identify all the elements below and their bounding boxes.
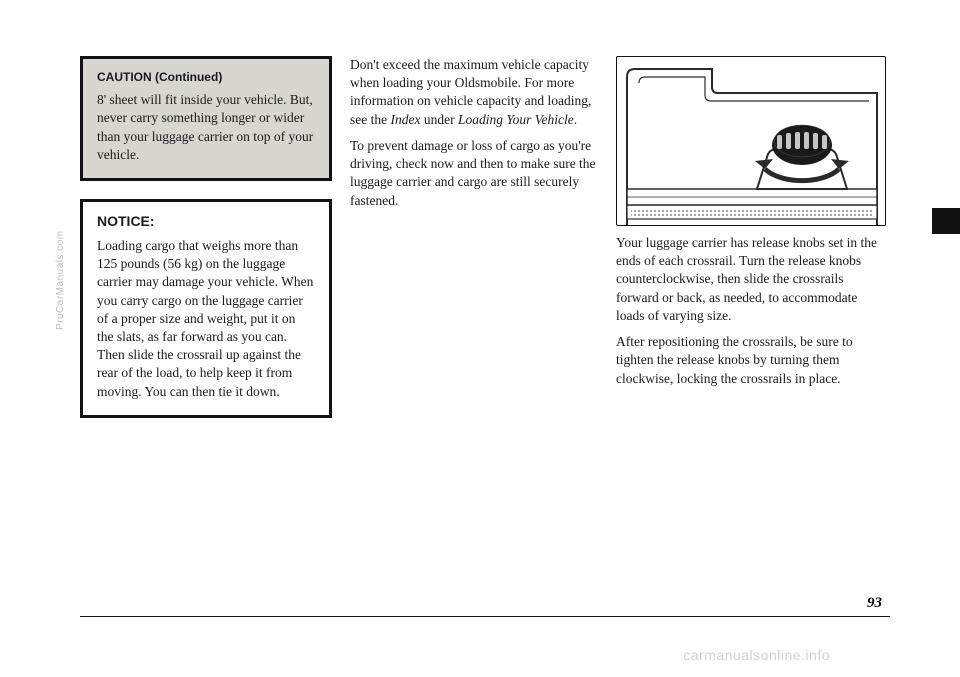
col2-para-1: Don't exceed the maximum vehicle capacit… [350, 56, 598, 129]
column-1: CAUTION (Continued) 8' sheet will fit in… [80, 56, 332, 616]
thumb-tab [932, 208, 960, 234]
watermark: ProCarManuals.com [55, 230, 66, 330]
col3-para-2: After repositioning the crossrails, be s… [616, 333, 886, 388]
footer-source: carmanualsonline.info [683, 647, 830, 663]
col2-p1e: . [574, 112, 577, 127]
col2-p1d: Loading Your Vehicle [458, 112, 574, 127]
notice-title: NOTICE: [97, 212, 315, 231]
caution-box: CAUTION (Continued) 8' sheet will fit in… [80, 56, 332, 181]
col2-p1b: Index [390, 112, 420, 127]
notice-box: NOTICE: Loading cargo that weighs more t… [80, 199, 332, 418]
column-2: Don't exceed the maximum vehicle capacit… [350, 56, 598, 616]
col2-p1c: under [420, 112, 458, 127]
footer-rule [80, 616, 890, 618]
col2-para-2: To prevent damage or loss of cargo as yo… [350, 137, 598, 210]
caution-body: 8' sheet will fit inside your vehicle. B… [97, 91, 315, 164]
col3-para-1: Your luggage carrier has release knobs s… [616, 234, 886, 325]
release-knob-illustration [616, 56, 886, 226]
notice-body: Loading cargo that weighs more than 125 … [97, 237, 315, 401]
caution-title: CAUTION (Continued) [97, 69, 315, 85]
column-3: Your luggage carrier has release knobs s… [616, 56, 886, 616]
page-content: CAUTION (Continued) 8' sheet will fit in… [80, 56, 890, 616]
page-number: 93 [867, 595, 882, 612]
